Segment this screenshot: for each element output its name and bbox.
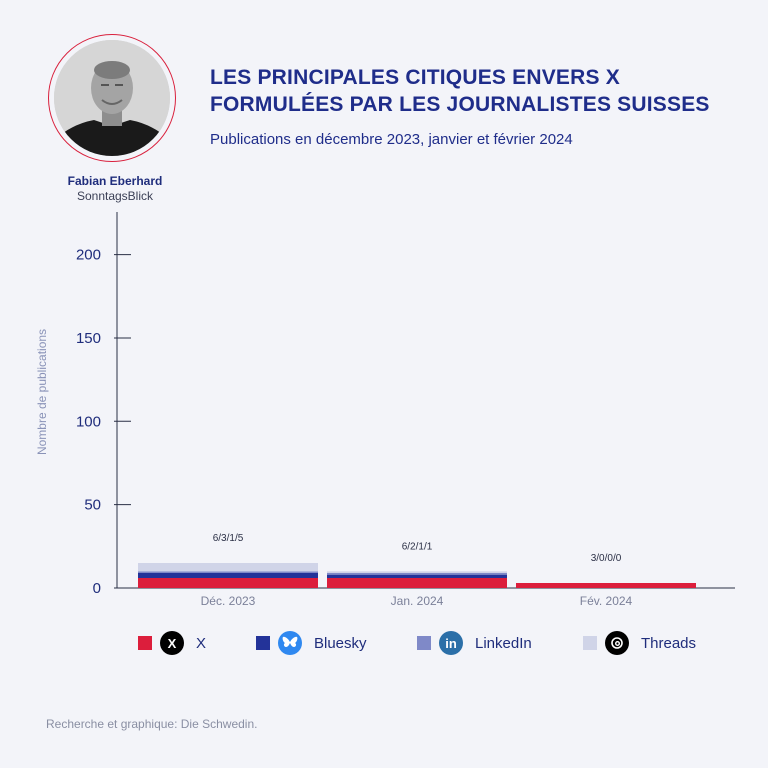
author-name: Fabian Eberhard	[67, 174, 163, 188]
legend-swatch	[138, 636, 152, 650]
x-tick-label: Jan. 2024	[391, 594, 444, 608]
author-outlet: SonntagsBlick	[76, 189, 154, 203]
legend-item-x: X X	[138, 628, 206, 658]
bar-segment-x	[516, 582, 696, 588]
y-tick-label: 100	[76, 413, 101, 430]
bar-segment-threads	[138, 562, 318, 572]
bar-segment-bluesky	[138, 572, 318, 578]
bluesky-butterfly-icon	[278, 631, 302, 655]
legend-item-linkedin: in LinkedIn	[417, 628, 532, 658]
y-tick-label: 0	[93, 580, 101, 597]
legend-swatch	[256, 636, 270, 650]
bar-segment-x	[138, 577, 318, 588]
bar-data-label: 6/2/1/1	[402, 541, 433, 552]
bar-data-label: 6/3/1/5	[213, 533, 244, 544]
bar-segment-linkedin	[327, 572, 507, 575]
bar-data-label: 3/0/0/0	[591, 553, 622, 564]
bar-segment-x	[327, 577, 507, 588]
portrait-silhouette-icon	[54, 40, 170, 156]
chart-legend: X X Bluesky in LinkedIn Threads	[0, 628, 768, 658]
author-photo	[54, 40, 170, 156]
y-tick-label: 200	[76, 247, 101, 264]
bar-segment-threads	[327, 571, 507, 573]
legend-item-threads: Threads	[583, 628, 696, 658]
legend-label: X	[196, 634, 207, 652]
legend-label: Bluesky	[314, 634, 367, 652]
chart-title: LES PRINCIPALES CITIQUES ENVERS X FORMUL…	[210, 66, 710, 116]
legend-label: LinkedIn	[475, 634, 532, 652]
bar-segment-linkedin	[138, 571, 318, 573]
author-avatar	[48, 34, 176, 162]
chart-subtitle: Publications en décembre 2023, janvier e…	[210, 131, 573, 148]
legend-swatch	[417, 636, 431, 650]
y-tick-label: 50	[84, 497, 101, 514]
legend-label: Threads	[641, 634, 697, 652]
x-tick-label: Fév. 2024	[580, 594, 633, 608]
legend-swatch	[583, 636, 597, 650]
linkedin-logo-icon: in	[439, 631, 463, 655]
threads-logo-icon	[605, 631, 629, 655]
x-tick-label: Déc. 2023	[201, 594, 256, 608]
y-axis-label: Nombre de publications	[35, 329, 49, 455]
source-footer: Recherche et graphique: Die Schwedin.	[46, 717, 258, 731]
legend-item-bluesky: Bluesky	[256, 628, 367, 658]
x-logo-icon: X	[160, 631, 184, 655]
bar-segment-bluesky	[327, 574, 507, 578]
y-tick-label: 150	[76, 330, 101, 347]
